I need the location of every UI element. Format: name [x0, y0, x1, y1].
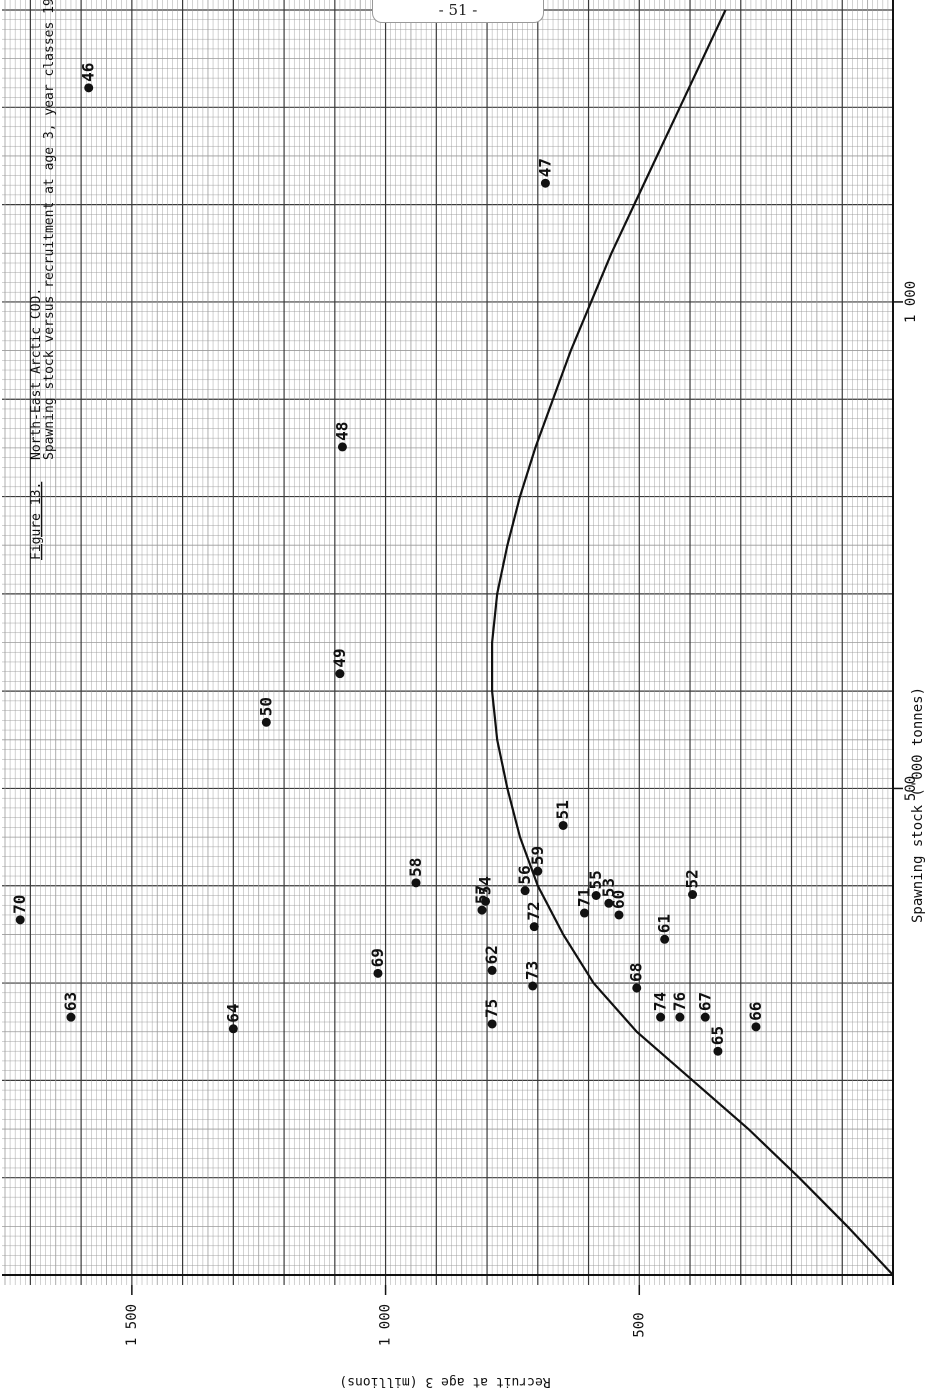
data-point: [337, 442, 347, 452]
data-point: [579, 908, 589, 918]
figure-title-line2: Spawning stock versus recruitment at age…: [42, 0, 57, 460]
figure-title-line1: North-East Arctic COD.: [29, 288, 44, 460]
data-point-label: 66: [746, 1002, 765, 1021]
x-axis-label: Spawning stock ('000 tonnes): [910, 687, 926, 923]
data-point-label: 51: [553, 800, 572, 819]
data-point-label: 65: [708, 1026, 727, 1045]
data-point: [520, 886, 530, 896]
data-point-label: 54: [476, 876, 495, 895]
axis-ticks: [131, 301, 903, 1295]
data-point-label: 47: [535, 158, 554, 177]
data-point-label: 64: [223, 1004, 242, 1023]
data-point-label: 53: [599, 878, 618, 897]
data-point: [528, 981, 538, 991]
data-point-label: 59: [528, 846, 547, 865]
data-point-label: 63: [61, 992, 80, 1011]
data-point: [335, 669, 345, 679]
figure-label: Figure 13.: [29, 482, 44, 560]
data-point: [15, 915, 25, 925]
data-point-label: 70: [10, 895, 29, 914]
data-point-label: 61: [655, 914, 674, 933]
data-point: [688, 890, 698, 900]
data-point: [373, 968, 383, 978]
y-tick-label: 500: [631, 1312, 647, 1337]
axis-tick-labels: 500 1 000 500 1 000 1 500: [124, 281, 919, 1346]
data-point-label: 72: [524, 901, 543, 920]
data-points: 46 47 48 49 50 51 52 53 54 55 56 57 58 59 60 61 62 63 64 65…: [10, 63, 765, 1056]
data-point-label: 68: [627, 963, 646, 982]
y-tick-label: 1 000: [378, 1304, 394, 1346]
data-point: [656, 1012, 666, 1022]
y-tick-label: 1 500: [124, 1304, 140, 1346]
data-point: [261, 717, 271, 727]
data-point-label: 75: [482, 999, 501, 1018]
graph-paper-grid: [2, 0, 894, 1285]
data-point-label: 55: [586, 870, 605, 889]
data-point: [228, 1024, 238, 1034]
page-number: - 51 -: [372, 0, 544, 23]
y-axis-label: Recruit at age 3 (millions): [339, 1374, 550, 1389]
data-point: [481, 896, 491, 906]
data-point: [66, 1012, 76, 1022]
data-point-label: 76: [670, 992, 689, 1011]
data-point: [529, 922, 539, 932]
data-point: [675, 1012, 685, 1022]
data-point-label: 67: [695, 992, 714, 1011]
data-point: [540, 178, 550, 188]
data-point-label: 50: [256, 697, 275, 716]
data-point-label: 69: [368, 948, 387, 967]
data-point: [632, 983, 642, 993]
data-point: [411, 878, 421, 888]
data-point-label: 52: [683, 869, 702, 888]
data-point-label: 60: [609, 890, 628, 909]
data-point-label: 73: [523, 961, 542, 980]
data-point: [700, 1012, 710, 1022]
data-point: [558, 820, 568, 830]
data-point: [84, 83, 94, 93]
data-point: [751, 1022, 761, 1032]
data-point: [660, 934, 670, 944]
data-point-label: 74: [651, 992, 670, 1011]
data-point: [487, 965, 497, 975]
data-point-label: 58: [406, 858, 425, 877]
data-point-label: 49: [330, 648, 349, 667]
data-point-label: 46: [79, 63, 98, 82]
x-tick-label: 500: [903, 776, 919, 801]
data-point: [713, 1046, 723, 1056]
data-point: [604, 898, 614, 908]
data-point-label: 56: [515, 865, 534, 884]
data-point-label: 48: [332, 422, 351, 441]
data-point: [591, 891, 601, 900]
data-point-label: 71: [574, 888, 593, 907]
data-point: [487, 1019, 497, 1029]
data-point: [533, 866, 543, 876]
data-point-label: 62: [482, 945, 501, 964]
data-point-label: 57: [472, 885, 491, 904]
data-point: [477, 905, 487, 915]
figure-caption: Figure 13. North-East Arctic COD. Spawni…: [29, 0, 57, 560]
x-tick-label: 1 000: [903, 281, 919, 323]
stock-recruitment-curve: [491, 9, 894, 1276]
data-point: [614, 910, 624, 920]
